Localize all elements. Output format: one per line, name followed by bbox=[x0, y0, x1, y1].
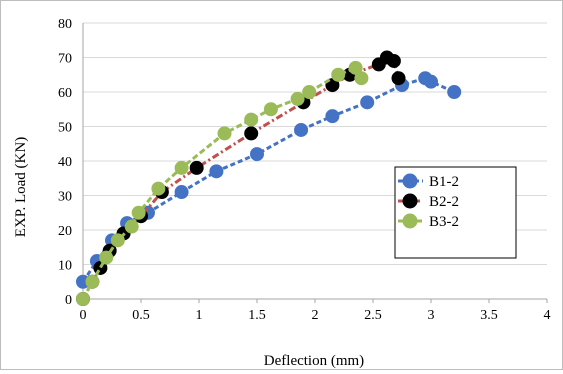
y-tick-label-1: 10 bbox=[58, 259, 72, 274]
y-tick-label-6: 60 bbox=[58, 86, 72, 101]
y-tick-label-3: 30 bbox=[58, 190, 72, 205]
series-layer bbox=[76, 50, 462, 306]
point-B1-2-8 bbox=[294, 122, 309, 137]
series-B3-2 bbox=[76, 60, 369, 306]
x-tick-label-6: 3 bbox=[428, 308, 435, 323]
x-tick-label-4: 2 bbox=[312, 308, 319, 323]
y-tick-label-8: 80 bbox=[58, 17, 72, 32]
x-axis-title: Deflection (mm) bbox=[264, 353, 364, 369]
point-B2-2-7 bbox=[189, 160, 204, 175]
point-B1-2-5 bbox=[174, 185, 189, 200]
legend-label-B1-2: B1-2 bbox=[429, 174, 459, 190]
point-B3-2-3 bbox=[110, 233, 125, 248]
point-B3-2-2 bbox=[99, 250, 114, 265]
legend-label-B3-2: B3-2 bbox=[429, 214, 459, 230]
y-axis-title: EXP. Load (KN) bbox=[13, 137, 29, 237]
y-tick-labels: 0 10 20 30 40 50 60 70 80 bbox=[58, 17, 72, 308]
x-tick-label-1: 0.5 bbox=[132, 308, 150, 323]
point-B1-2-13 bbox=[424, 74, 438, 89]
point-B3-2-11 bbox=[290, 91, 305, 106]
point-B1-2-6 bbox=[209, 164, 224, 179]
point-B2-2-8 bbox=[244, 126, 259, 141]
x-tick-labels: 0 0.5 1 1.5 2 2.5 3 3.5 4 bbox=[80, 299, 551, 323]
legend: B1-2 B2-2 B3-2 bbox=[394, 166, 517, 259]
point-B3-2-8 bbox=[217, 126, 232, 141]
point-B1-2-9 bbox=[325, 109, 340, 124]
series-B2-2 bbox=[76, 50, 406, 306]
point-B3-2-0 bbox=[76, 292, 90, 306]
point-B2-2-15 bbox=[391, 71, 406, 86]
series-line-B3-2 bbox=[81, 65, 363, 300]
point-B3-2-1 bbox=[85, 274, 100, 289]
point-B3-2-4 bbox=[124, 219, 139, 234]
x-tick-label-5: 2.5 bbox=[364, 308, 382, 323]
x-tick-label-3: 1.5 bbox=[248, 308, 266, 323]
point-B1-2-7 bbox=[250, 147, 264, 162]
point-B3-2-12 bbox=[302, 85, 317, 99]
point-B3-2-6 bbox=[151, 181, 166, 196]
legend-marker-B2-2 bbox=[402, 193, 418, 209]
point-B3-2-5 bbox=[131, 205, 146, 220]
y-tick-label-2: 20 bbox=[58, 224, 72, 239]
y-tick-label-0: 0 bbox=[65, 293, 72, 308]
x-tick-label-2: 1 bbox=[196, 308, 203, 323]
point-B3-2-7 bbox=[174, 160, 189, 175]
point-B1-2-14 bbox=[447, 85, 462, 99]
y-tick-label-5: 50 bbox=[58, 121, 72, 136]
point-B3-2-15 bbox=[354, 71, 369, 86]
x-tick-label-8: 4 bbox=[544, 308, 551, 323]
point-B3-2-13 bbox=[331, 67, 346, 82]
point-B1-2-10 bbox=[360, 95, 375, 110]
point-B2-2-14 bbox=[386, 53, 401, 68]
point-B3-2-10 bbox=[263, 102, 278, 117]
legend-marker-B1-2 bbox=[402, 173, 418, 189]
series-line-B2-2 bbox=[81, 55, 400, 300]
legend-label-B2-2: B2-2 bbox=[429, 194, 459, 210]
point-B3-2-9 bbox=[244, 112, 259, 127]
x-tick-label-0: 0 bbox=[80, 308, 87, 323]
y-tick-label-7: 70 bbox=[58, 52, 72, 67]
y-tick-label-4: 40 bbox=[58, 155, 72, 170]
x-tick-label-7: 3.5 bbox=[480, 308, 498, 323]
legend-marker-B3-2 bbox=[402, 213, 418, 229]
